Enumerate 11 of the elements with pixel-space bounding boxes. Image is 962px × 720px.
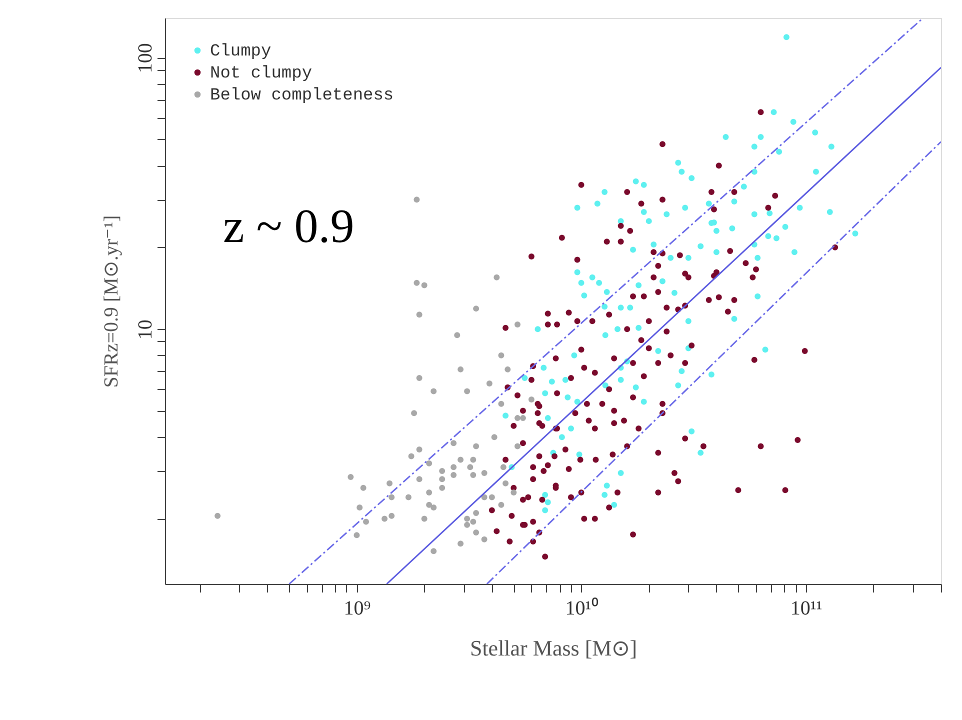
legend-label: Not clumpy xyxy=(210,64,312,84)
y-tick-label: 100 xyxy=(134,43,156,74)
x-tick-label: 10¹⁰ xyxy=(565,596,598,620)
x-axis-title: Stellar Mass [M⊙] xyxy=(470,636,638,660)
x-tick-label: 10⁹ xyxy=(344,598,371,620)
y-tick-label: 10 xyxy=(134,320,156,340)
legend-label: Clumpy xyxy=(210,42,272,62)
legend-label: Below completeness xyxy=(210,86,394,106)
y-axis-title: SFRz=0.9 [M⊙.yr⁻¹] xyxy=(100,215,122,388)
annotation: z ~ 0.9 xyxy=(223,200,354,253)
x-tick-label: 10¹¹ xyxy=(790,598,822,620)
